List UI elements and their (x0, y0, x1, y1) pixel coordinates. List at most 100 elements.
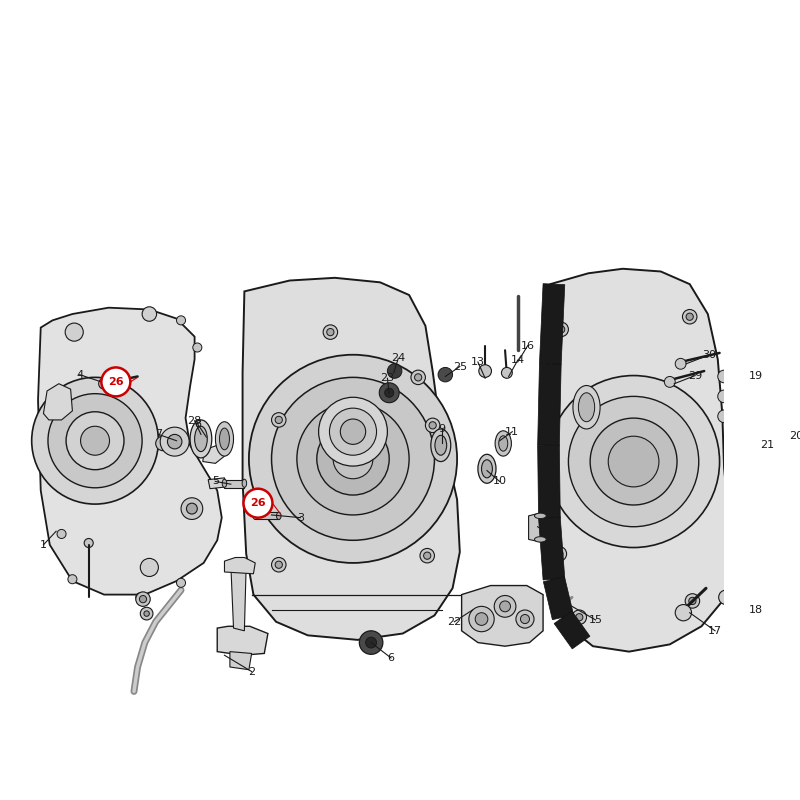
Circle shape (730, 513, 739, 522)
Circle shape (142, 306, 157, 322)
Text: 9: 9 (438, 424, 446, 434)
Circle shape (686, 313, 694, 320)
Circle shape (554, 322, 569, 337)
Circle shape (558, 326, 565, 333)
Circle shape (726, 371, 744, 389)
Polygon shape (202, 446, 225, 463)
Circle shape (193, 343, 202, 352)
Circle shape (576, 614, 583, 621)
Text: 22: 22 (447, 617, 462, 626)
Ellipse shape (194, 426, 207, 451)
Text: 6: 6 (387, 653, 394, 663)
Text: 15: 15 (589, 615, 602, 625)
Circle shape (243, 489, 273, 518)
Circle shape (275, 561, 282, 568)
Circle shape (330, 408, 377, 455)
Circle shape (297, 402, 409, 515)
Circle shape (102, 367, 130, 396)
Circle shape (726, 395, 744, 414)
Text: 12: 12 (547, 534, 561, 543)
Circle shape (682, 310, 697, 324)
Circle shape (317, 422, 390, 495)
Text: 18: 18 (749, 605, 763, 615)
Circle shape (689, 598, 696, 605)
Circle shape (516, 610, 534, 628)
Circle shape (552, 546, 566, 561)
Text: 24: 24 (391, 354, 406, 363)
Text: 13: 13 (471, 357, 485, 367)
Circle shape (494, 595, 516, 618)
Circle shape (136, 592, 150, 606)
Circle shape (750, 387, 757, 394)
Circle shape (177, 578, 186, 587)
Ellipse shape (495, 430, 511, 456)
Ellipse shape (482, 460, 492, 478)
Circle shape (181, 498, 202, 519)
Circle shape (730, 490, 739, 499)
Circle shape (750, 494, 757, 502)
Polygon shape (538, 363, 561, 446)
Circle shape (718, 590, 733, 605)
Text: 1: 1 (40, 540, 47, 550)
Circle shape (186, 503, 198, 514)
Polygon shape (225, 558, 255, 574)
Text: 11: 11 (506, 426, 519, 437)
Circle shape (32, 378, 158, 504)
Ellipse shape (534, 537, 546, 542)
Text: 2: 2 (248, 666, 255, 677)
Circle shape (746, 446, 760, 460)
Circle shape (731, 436, 750, 454)
Ellipse shape (222, 479, 226, 487)
Circle shape (556, 550, 563, 558)
Ellipse shape (431, 429, 450, 462)
Polygon shape (538, 517, 565, 580)
Circle shape (726, 486, 744, 504)
Circle shape (726, 441, 744, 459)
Circle shape (333, 439, 373, 478)
Circle shape (140, 607, 153, 620)
Circle shape (271, 378, 434, 540)
Circle shape (414, 374, 422, 381)
Circle shape (81, 426, 110, 455)
Circle shape (84, 538, 94, 547)
Circle shape (275, 416, 282, 423)
Circle shape (762, 522, 798, 558)
Circle shape (426, 418, 440, 433)
Circle shape (521, 614, 530, 623)
Text: 10: 10 (493, 477, 506, 486)
Text: 21: 21 (761, 440, 774, 450)
Circle shape (750, 449, 757, 456)
Text: 3: 3 (297, 513, 304, 522)
Circle shape (608, 436, 659, 487)
Circle shape (136, 593, 145, 602)
Circle shape (326, 329, 334, 336)
Circle shape (475, 613, 488, 626)
Circle shape (675, 358, 686, 370)
Circle shape (718, 410, 730, 422)
Circle shape (730, 422, 739, 432)
Text: 23: 23 (380, 374, 394, 383)
Circle shape (156, 436, 170, 450)
Circle shape (746, 467, 760, 482)
Circle shape (750, 470, 757, 478)
Circle shape (479, 365, 491, 378)
Ellipse shape (534, 513, 546, 518)
Circle shape (323, 325, 338, 339)
Circle shape (318, 398, 387, 466)
Circle shape (65, 323, 83, 341)
Circle shape (726, 463, 744, 482)
Circle shape (177, 316, 186, 325)
Circle shape (379, 383, 399, 402)
Polygon shape (462, 586, 543, 646)
Circle shape (66, 412, 124, 470)
Circle shape (750, 428, 757, 435)
Circle shape (469, 606, 494, 632)
Polygon shape (539, 284, 565, 364)
Circle shape (718, 370, 730, 383)
Circle shape (500, 601, 510, 612)
Circle shape (438, 367, 453, 382)
Circle shape (429, 422, 436, 429)
Circle shape (730, 375, 739, 385)
Circle shape (423, 552, 431, 559)
Text: 7: 7 (155, 430, 162, 439)
